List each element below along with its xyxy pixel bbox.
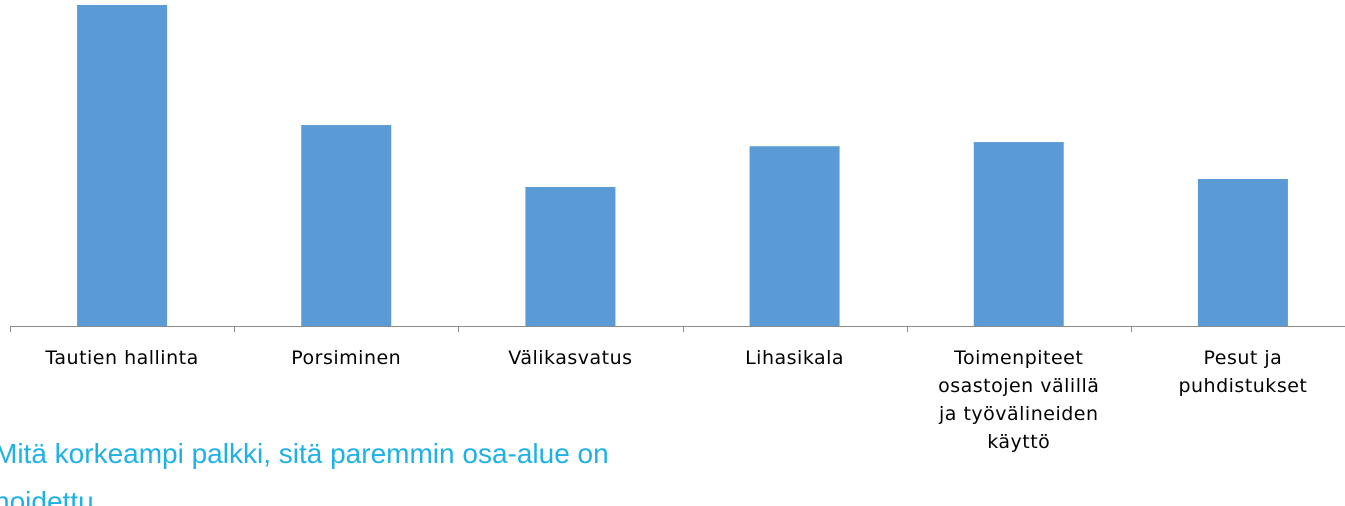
bar: [749, 146, 840, 326]
bar: [77, 5, 168, 326]
annotation: Mitä korkeampi palkki, sitä paremmin osa…: [0, 438, 609, 506]
x-tick-label: Porsiminen: [291, 347, 402, 369]
x-tick-label: Tautien hallinta: [45, 347, 199, 369]
x-tick-label: Toimenpiteet osastojen välillä ja työväl…: [938, 347, 1100, 453]
x-tick-label: Lihasikala: [745, 347, 845, 369]
bar: [525, 187, 616, 326]
bar: [1197, 178, 1288, 326]
x-tick-label: Välikasvatus: [508, 347, 633, 369]
bar: [301, 125, 392, 326]
chart: [10, 5, 1345, 332]
x-tick-label: Pesut ja puhdistukset: [1178, 347, 1308, 397]
bar: [973, 142, 1064, 326]
